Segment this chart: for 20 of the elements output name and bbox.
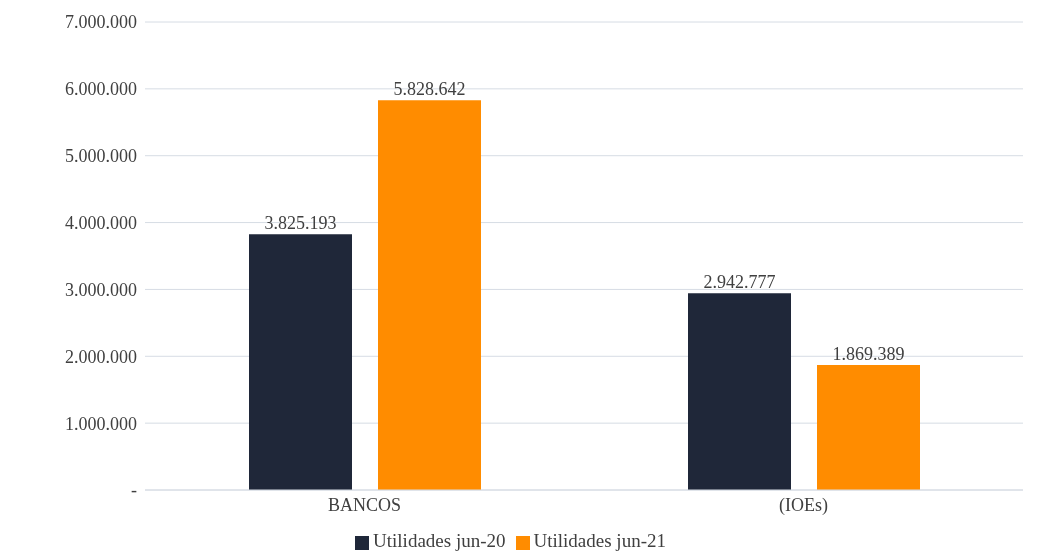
bar (378, 100, 481, 490)
bar (688, 293, 791, 490)
y-tick-label: 7.000.000 (65, 12, 137, 33)
legend-label: Utilidades jun-20 (373, 530, 506, 551)
x-tick-label: BANCOS (327, 494, 402, 515)
y-tick-label: 6.000.000 (65, 79, 137, 100)
y-tick-label: 3.000.000 (65, 279, 137, 300)
data-label: 2.942.777 (703, 272, 776, 293)
data-label: 3.825.193 (264, 213, 337, 234)
y-tick-label: 1.000.000 (65, 413, 137, 434)
y-tick-label: 5.000.000 (65, 146, 137, 167)
y-tick-label: 4.000.000 (65, 212, 137, 233)
x-tick-label: (IOEs) (779, 494, 828, 516)
bar (249, 234, 352, 490)
y-tick-label: 2.000.000 (65, 346, 137, 367)
bar (817, 365, 920, 490)
y-tick-label: - (131, 480, 137, 501)
data-label: 1.869.389 (832, 344, 905, 365)
legend-label: Utilidades jun-21 (533, 530, 666, 551)
data-label: 5.828.642 (393, 79, 466, 100)
